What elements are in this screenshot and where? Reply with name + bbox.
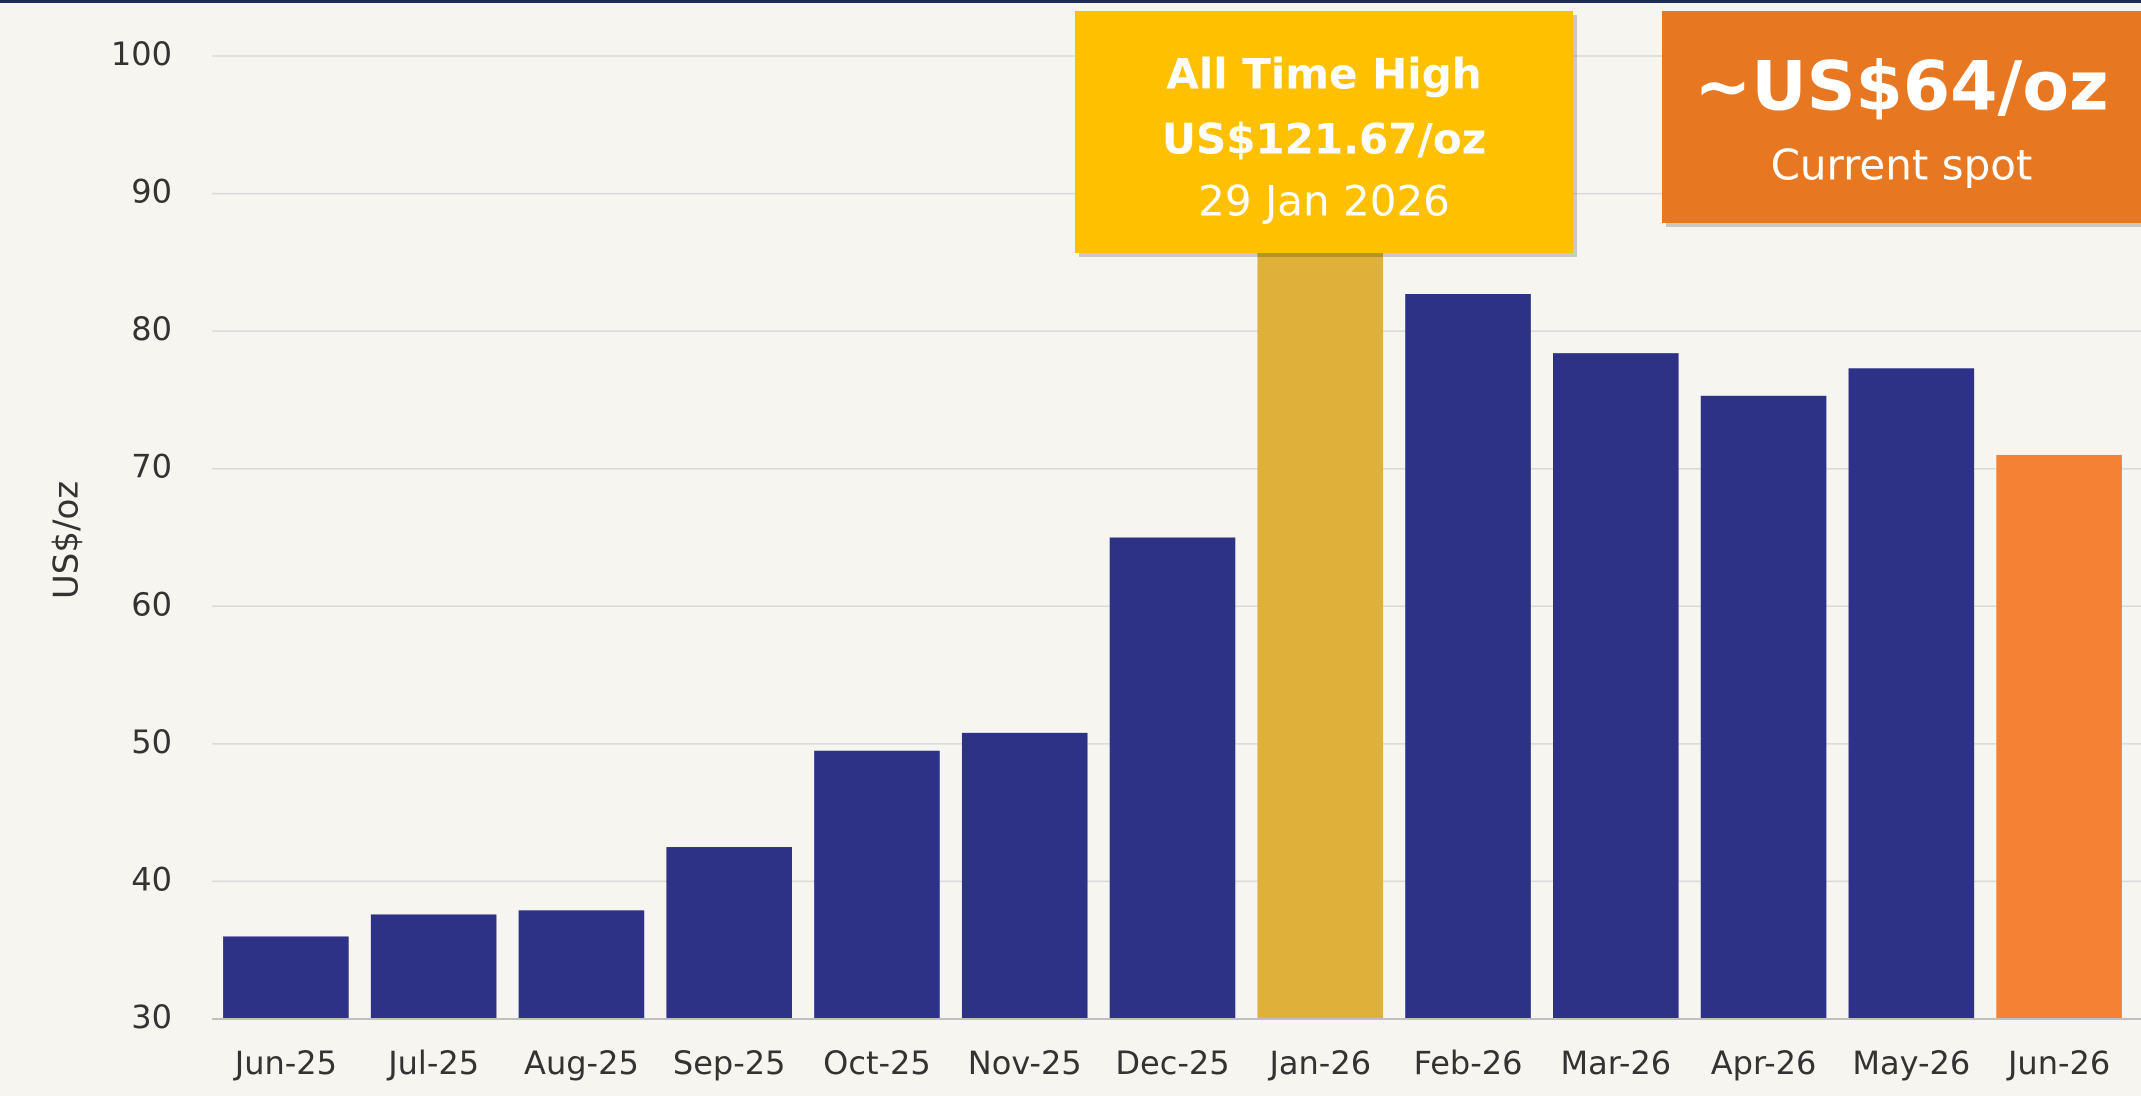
x-tick-label: Mar-26 [1561, 1044, 1672, 1082]
x-tick-label: Jun-26 [2006, 1044, 2110, 1082]
bar [1700, 395, 1827, 1019]
x-tick-label: Jul-25 [386, 1044, 479, 1082]
x-tick-label: Dec-25 [1115, 1044, 1229, 1082]
y-tick-label: 60 [131, 585, 172, 623]
bar [961, 732, 1088, 1019]
x-tick-label: May-26 [1852, 1044, 1970, 1082]
x-tick-label: Apr-26 [1711, 1044, 1817, 1082]
x-tick-label: Sep-25 [673, 1044, 786, 1082]
y-axis-label: US$/oz [47, 481, 87, 599]
bar [666, 847, 792, 1019]
y-tick-label: 50 [131, 723, 172, 761]
y-tick-label: 30 [131, 998, 172, 1036]
bar [1553, 353, 1679, 1019]
y-tick-label: 40 [131, 860, 172, 898]
top-border [0, 0, 2141, 3]
bar [1996, 454, 2122, 1019]
bar [1848, 368, 1975, 1019]
annotation-text: Current spot [1771, 141, 2033, 190]
annotation-box [1662, 11, 2141, 223]
annotation-text: ~US$64/oz [1694, 48, 2108, 127]
y-tick-label: 80 [131, 310, 172, 348]
y-tick-label: 70 [131, 448, 172, 486]
x-tick-label: Nov-25 [968, 1044, 1082, 1082]
bar [1405, 293, 1531, 1019]
bar [518, 910, 645, 1019]
x-tick-label: Jan-26 [1267, 1044, 1371, 1082]
bar [814, 750, 940, 1019]
annotation-text: 29 Jan 2026 [1198, 177, 1450, 226]
annotation-text: US$121.67/oz [1162, 115, 1486, 164]
x-tick-label: Aug-25 [524, 1044, 639, 1082]
bar [1109, 537, 1236, 1019]
y-tick-label: 100 [111, 35, 172, 73]
x-tick-label: Feb-26 [1414, 1044, 1523, 1082]
bar [370, 914, 497, 1019]
bars [223, 56, 2122, 1019]
bar [223, 936, 349, 1019]
y-tick-label: 90 [131, 173, 172, 211]
x-tick-label: Jun-25 [233, 1044, 337, 1082]
x-tick-label: Oct-25 [823, 1044, 931, 1082]
annotation-box [1075, 11, 1573, 253]
annotation-text: All Time High [1166, 50, 1481, 99]
